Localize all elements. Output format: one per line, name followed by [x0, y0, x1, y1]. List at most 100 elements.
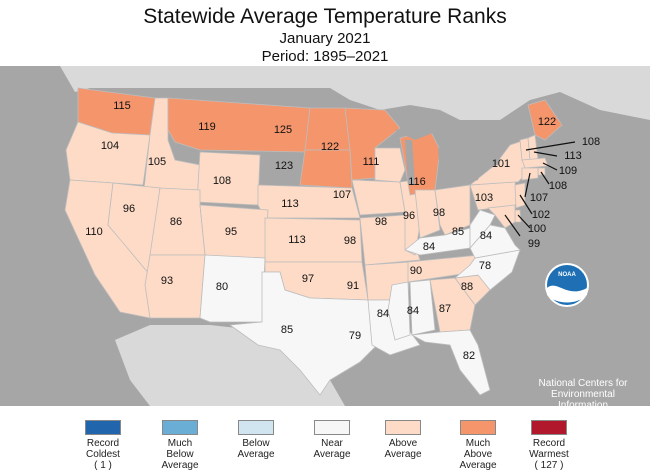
legend-swatch [238, 420, 274, 435]
legend-item-below: Below Average [216, 420, 296, 460]
state-TX [228, 271, 381, 396]
rank-label-WV: 85 [452, 226, 464, 238]
legend-swatch [162, 420, 198, 435]
legend-label: Record Warmest ( 127 ) [529, 438, 569, 471]
state-DE [514, 209, 522, 223]
legend-swatch [531, 420, 567, 435]
state-NH [527, 134, 539, 161]
legend-swatch [85, 420, 121, 435]
great-lakes [395, 125, 500, 185]
rank-label-NJ: 102 [532, 209, 550, 221]
legend-label: Record Coldest ( 1 ) [86, 438, 120, 471]
state-OR [65, 121, 151, 186]
rank-label-ME: 122 [538, 116, 556, 128]
rank-label-TX: 85 [281, 324, 293, 336]
state-NC [453, 249, 521, 291]
rank-label-CO: 95 [225, 226, 237, 238]
legend-label: Above Average [384, 438, 422, 460]
rank-label-MA: 109 [559, 165, 577, 177]
map-month: January 2021 [279, 30, 371, 47]
rank-label-OR: 104 [101, 140, 119, 152]
state-IN [414, 189, 441, 239]
rank-label-PA: 103 [475, 192, 493, 204]
legend-item-much-below: Much Below Average [140, 420, 220, 471]
state-FL [410, 329, 491, 396]
rank-label-GA: 87 [439, 303, 451, 315]
callout-lines [504, 141, 576, 237]
rank-label-MT: 119 [198, 121, 216, 133]
rank-label-SC: 88 [461, 281, 473, 293]
rank-label-MI: 116 [408, 176, 426, 188]
rank-label-NE: 113 [281, 198, 299, 210]
state-MS [387, 281, 411, 341]
rank-label-AR: 91 [347, 280, 359, 292]
rank-label-VT: 108 [582, 136, 600, 148]
state-NE [257, 184, 361, 219]
legend-item-much-above: Much Above Average [438, 420, 518, 471]
state-WI [374, 147, 406, 183]
rank-label-VA: 84 [480, 230, 492, 242]
rank-label-IL: 98 [375, 216, 387, 228]
rank-label-WI: 111 [363, 156, 380, 168]
rank-label-MD: 99 [528, 238, 540, 250]
legend-label: Near Average [313, 438, 351, 460]
state-AL [409, 279, 436, 336]
rank-label-MN: 122 [321, 141, 339, 153]
legend-item-record-warmest: Record Warmest ( 127 ) [509, 420, 589, 471]
rank-label-AZ: 93 [161, 275, 173, 287]
legend: Record Coldest ( 1 ) Much Below Average … [0, 408, 650, 475]
map-period: Period: 1895–2021 [261, 48, 389, 65]
noaa-logo-icon: NOAA [545, 263, 589, 307]
us-map: 115 104 105 119 125 122 123 108 113 110 96 86 95 113 9… [0, 66, 650, 418]
legend-swatch [460, 420, 496, 435]
rank-label-OK: 97 [302, 273, 314, 285]
rank-label-NY: 101 [492, 158, 510, 170]
legend-label: Much Below Average [161, 438, 199, 471]
credit-date: Thu Feb 4 2021 [554, 409, 612, 418]
legend-label: Much Above Average [459, 438, 497, 471]
rank-label-KY: 84 [423, 241, 435, 253]
rank-label-NH: 113 [564, 150, 582, 162]
rank-label-ID: 105 [148, 156, 166, 168]
rank-label-ND: 125 [274, 124, 292, 136]
rank-label-CA: 110 [85, 226, 103, 238]
state-IA [351, 179, 406, 216]
rank-label-DE: 100 [528, 223, 546, 235]
credit-org: National Centers for Environmental Infor… [538, 378, 628, 411]
rank-label-FL: 82 [463, 350, 475, 362]
canada-land [60, 66, 650, 120]
rank-label-MS: 84 [377, 308, 389, 320]
state-OH [434, 184, 471, 236]
rank-label-IA: 107 [333, 189, 351, 201]
rank-label-OH: 98 [433, 207, 445, 219]
state-WV [469, 209, 496, 250]
legend-item-record-coldest: Record Coldest ( 1 ) [63, 420, 143, 471]
state-shapes [64, 87, 563, 396]
state-MD [487, 204, 516, 229]
state-GA [429, 277, 476, 333]
noaa-logo-text: NOAA [558, 272, 576, 278]
rank-label-IN: 96 [403, 210, 415, 222]
state-NM [199, 254, 266, 323]
map-header: Statewide Average Temperature Ranks Janu… [0, 0, 650, 66]
rank-label-LA: 79 [349, 330, 361, 342]
rank-label-SD: 123 [275, 160, 293, 172]
rank-label-NV: 96 [123, 203, 135, 215]
rank-label-NC: 78 [479, 260, 491, 272]
rank-label-NM: 80 [216, 281, 228, 293]
rank-label-UT: 86 [170, 216, 182, 228]
rank-label-WY: 108 [213, 175, 231, 187]
rank-label-TN: 90 [410, 265, 422, 277]
state-AZ [144, 254, 206, 319]
rank-label-KS: 113 [288, 234, 306, 246]
legend-swatch [314, 420, 350, 435]
rank-label-CT: 107 [530, 192, 548, 204]
legend-label: Below Average [237, 438, 275, 460]
legend-item-above: Above Average [363, 420, 443, 460]
map-title: Statewide Average Temperature Ranks [143, 5, 507, 28]
state-ME [527, 99, 563, 141]
rank-label-RI: 108 [549, 180, 567, 192]
rank-label-WA: 115 [113, 100, 131, 112]
rank-label-MO: 98 [344, 235, 356, 247]
